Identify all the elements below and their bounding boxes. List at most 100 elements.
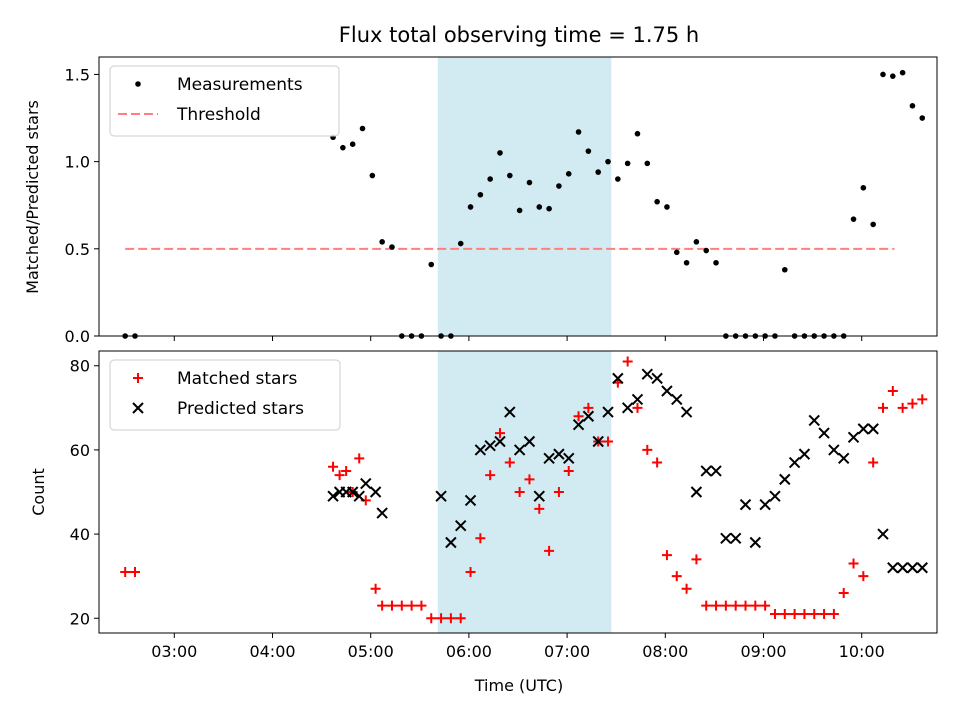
x-tick-label: 05:00 — [348, 642, 394, 661]
measurement-point — [349, 141, 356, 147]
measurement-point — [477, 191, 484, 198]
top-y-axis-label: Matched/Predicted stars — [23, 100, 42, 294]
legend-marker — [135, 81, 141, 87]
matched-point — [553, 487, 564, 497]
matched-point — [563, 465, 574, 476]
measurement-point — [369, 172, 376, 179]
measurement-point — [487, 176, 493, 182]
predicted-point — [798, 448, 811, 460]
legend-label: Matched stars — [177, 369, 297, 389]
measurement-point — [713, 259, 719, 266]
matched-point — [809, 609, 820, 620]
measurement-point — [536, 204, 543, 210]
y-tick-label: 0.0 — [65, 327, 90, 346]
matched-point — [897, 402, 908, 413]
predicted-point — [729, 532, 742, 545]
predicted-point — [896, 562, 909, 574]
legend: Matched stars Predicted stars — [109, 359, 341, 431]
predicted-point — [435, 490, 447, 502]
matched-point — [917, 394, 928, 405]
predicted-point — [690, 486, 703, 498]
predicted-point — [346, 486, 359, 498]
matched-point — [120, 566, 131, 577]
measurement-point — [507, 172, 513, 179]
matched-point — [475, 533, 486, 544]
matched-point — [534, 503, 545, 514]
matched-point — [730, 600, 741, 611]
series-predicted-stars — [327, 368, 928, 574]
y-tick-label: 20 — [70, 609, 90, 628]
measurement-point — [467, 204, 474, 210]
matched-point — [877, 402, 888, 413]
predicted-point — [592, 435, 604, 448]
y-tick-label: 1.0 — [65, 153, 90, 172]
matched-point — [544, 545, 555, 556]
matched-point — [838, 588, 849, 599]
y-tick-label: 60 — [70, 441, 90, 460]
matched-point — [504, 457, 515, 468]
x-tick-label: 06:00 — [446, 642, 492, 661]
legend-label: Measurements — [177, 75, 303, 95]
predicted-point — [867, 423, 879, 435]
predicted-point — [523, 435, 536, 448]
predicted-point — [445, 536, 457, 549]
chart-title: Flux total observing time = 1.75 h — [339, 23, 699, 47]
measurement-point — [556, 183, 562, 189]
measurement-point — [615, 176, 621, 182]
predicted-point — [353, 490, 365, 502]
y-tick-label: 1.5 — [65, 65, 90, 84]
predicted-point — [543, 452, 555, 465]
y-tick-label: 40 — [70, 525, 90, 544]
axes-frame — [98, 350, 938, 634]
matched-point — [622, 356, 633, 367]
measurement-point — [389, 244, 395, 250]
predicted-point — [327, 490, 339, 502]
predicted-point — [474, 444, 487, 456]
legend-marker — [132, 402, 144, 414]
measurement-point — [516, 207, 523, 214]
measurement-point — [428, 261, 435, 268]
matched-point — [341, 465, 352, 476]
measurement-point — [693, 239, 700, 245]
predicted-point — [641, 368, 654, 380]
predicted-point — [484, 439, 496, 452]
matched-point — [603, 436, 614, 447]
matched-point — [573, 411, 584, 422]
predicted-point — [553, 448, 565, 460]
measurement-point — [899, 69, 906, 76]
matched-point — [720, 600, 731, 611]
measurement-point — [457, 240, 464, 247]
measurement-point — [654, 198, 660, 205]
y-tick-label: 80 — [70, 357, 90, 376]
matched-point — [858, 571, 869, 582]
matched-point — [711, 600, 722, 611]
x-tick-label: 03:00 — [151, 642, 197, 661]
predicted-point — [572, 418, 585, 431]
measurement-point — [497, 150, 503, 156]
predicted-point — [513, 444, 526, 456]
predicted-point — [847, 431, 860, 443]
measurement-point — [860, 184, 867, 191]
matched-point — [370, 583, 381, 594]
bottom-x-axis-label: Time (UTC) — [474, 676, 563, 695]
matched-point — [691, 554, 702, 565]
measurement-point — [605, 158, 611, 165]
measurement-point — [634, 130, 641, 137]
matched-point — [583, 402, 594, 413]
predicted-point — [700, 465, 712, 477]
matched-point — [334, 470, 345, 481]
legend-marker — [133, 373, 143, 383]
predicted-point — [631, 393, 644, 406]
predicted-point — [504, 406, 516, 418]
legend-box — [109, 65, 340, 137]
matched-point — [328, 461, 339, 472]
predicted-point — [720, 532, 732, 545]
x-tick-label: 09:00 — [740, 642, 786, 661]
matched-point — [416, 600, 427, 611]
predicted-point — [788, 456, 801, 469]
measurement-point — [526, 179, 533, 186]
matched-point — [779, 609, 790, 620]
predicted-point — [779, 473, 791, 486]
predicted-point — [563, 452, 575, 465]
measurement-point — [850, 216, 857, 222]
